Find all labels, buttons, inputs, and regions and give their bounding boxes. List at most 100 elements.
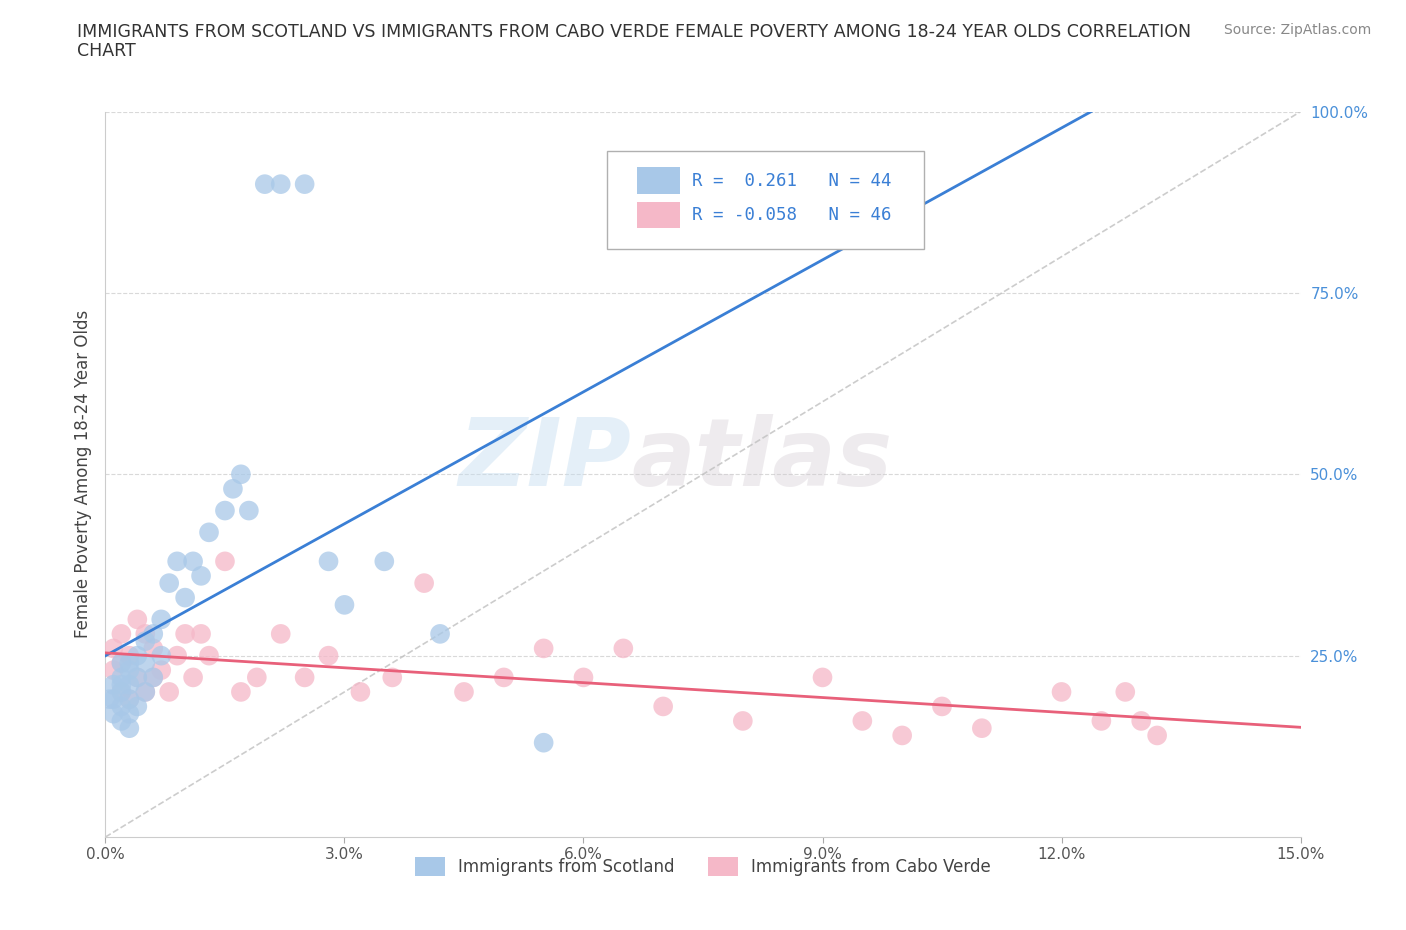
Point xyxy=(110,656,132,671)
Point xyxy=(118,648,141,663)
Point xyxy=(181,670,204,684)
Point xyxy=(1114,684,1136,699)
Point xyxy=(572,670,595,684)
Point xyxy=(103,706,125,721)
Point xyxy=(270,177,292,192)
Point xyxy=(103,663,125,678)
Point xyxy=(970,721,993,736)
FancyBboxPatch shape xyxy=(637,202,681,228)
Text: IMMIGRANTS FROM SCOTLAND VS IMMIGRANTS FROM CABO VERDE FEMALE POVERTY AMONG 18-2: IMMIGRANTS FROM SCOTLAND VS IMMIGRANTS F… xyxy=(77,23,1191,41)
Point xyxy=(811,670,834,684)
Point xyxy=(110,699,132,714)
Point xyxy=(166,648,188,663)
Point xyxy=(157,684,180,699)
Point xyxy=(229,684,252,699)
Text: R =  0.261   N = 44: R = 0.261 N = 44 xyxy=(692,171,891,190)
Point xyxy=(110,713,132,728)
Point xyxy=(174,627,197,642)
Point xyxy=(229,467,252,482)
Point xyxy=(652,699,675,714)
Point xyxy=(612,641,634,656)
Point xyxy=(166,554,188,569)
Point xyxy=(381,670,404,684)
Point xyxy=(318,554,340,569)
Point xyxy=(157,576,180,591)
Point xyxy=(492,670,515,684)
Point xyxy=(118,677,141,692)
Point xyxy=(1130,713,1153,728)
Point xyxy=(851,713,873,728)
Point xyxy=(533,641,555,656)
Point xyxy=(318,648,340,663)
Point xyxy=(333,597,356,612)
Point xyxy=(214,503,236,518)
Point xyxy=(150,648,173,663)
FancyBboxPatch shape xyxy=(637,167,681,193)
Point xyxy=(1146,728,1168,743)
Point xyxy=(198,525,221,539)
Text: atlas: atlas xyxy=(631,414,893,506)
Point xyxy=(198,648,221,663)
Point xyxy=(1050,684,1073,699)
Point xyxy=(453,684,475,699)
Point xyxy=(110,677,132,692)
Point xyxy=(246,670,269,684)
Point xyxy=(150,612,173,627)
Point xyxy=(222,482,245,497)
Text: R = -0.058   N = 46: R = -0.058 N = 46 xyxy=(692,206,891,223)
Point xyxy=(134,656,156,671)
Point xyxy=(118,692,141,707)
Legend: Immigrants from Scotland, Immigrants from Cabo Verde: Immigrants from Scotland, Immigrants fro… xyxy=(408,851,998,884)
Point xyxy=(190,568,212,583)
Point xyxy=(118,656,141,671)
Point xyxy=(110,684,132,699)
Point xyxy=(142,670,165,684)
Point xyxy=(118,721,141,736)
Text: CHART: CHART xyxy=(77,42,136,60)
Text: Source: ZipAtlas.com: Source: ZipAtlas.com xyxy=(1223,23,1371,37)
Point xyxy=(181,554,204,569)
Point xyxy=(127,670,149,684)
Point xyxy=(533,736,555,751)
Point xyxy=(142,670,165,684)
Point xyxy=(110,684,132,699)
Point xyxy=(429,627,451,642)
FancyBboxPatch shape xyxy=(607,152,924,249)
Point xyxy=(110,670,132,684)
Point xyxy=(134,684,156,699)
Y-axis label: Female Poverty Among 18-24 Year Olds: Female Poverty Among 18-24 Year Olds xyxy=(73,311,91,638)
Point xyxy=(174,591,197,605)
Point xyxy=(190,627,212,642)
Point xyxy=(134,684,156,699)
Point xyxy=(214,554,236,569)
Point xyxy=(931,699,953,714)
Point xyxy=(373,554,395,569)
Point xyxy=(127,670,149,684)
Point xyxy=(413,576,436,591)
Point xyxy=(103,692,125,707)
Point xyxy=(731,713,754,728)
Text: ZIP: ZIP xyxy=(458,414,631,506)
Point xyxy=(134,627,156,642)
Point xyxy=(127,699,149,714)
Point xyxy=(142,627,165,642)
Point xyxy=(150,663,173,678)
Point xyxy=(134,633,156,648)
Point xyxy=(103,641,125,656)
Point xyxy=(110,656,132,671)
Point xyxy=(110,627,132,642)
Point xyxy=(118,706,141,721)
Point xyxy=(253,177,276,192)
Point xyxy=(238,503,260,518)
Point xyxy=(118,692,141,707)
Point xyxy=(1090,713,1112,728)
Point xyxy=(891,728,914,743)
Point xyxy=(127,612,149,627)
Point xyxy=(98,692,121,707)
Point xyxy=(142,641,165,656)
Point xyxy=(127,648,149,663)
Point xyxy=(294,177,316,192)
Point xyxy=(118,663,141,678)
Point xyxy=(103,677,125,692)
Point xyxy=(270,627,292,642)
